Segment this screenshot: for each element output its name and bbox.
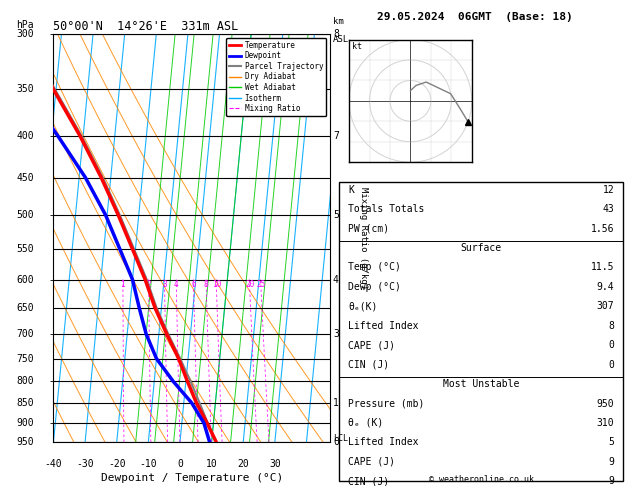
Text: © weatheronline.co.uk: © weatheronline.co.uk xyxy=(429,474,533,484)
Text: 3: 3 xyxy=(333,329,339,339)
Text: 9: 9 xyxy=(608,457,614,467)
Text: 310: 310 xyxy=(596,418,614,428)
Text: 450: 450 xyxy=(16,173,34,183)
Text: ASL: ASL xyxy=(333,35,349,44)
Text: 10: 10 xyxy=(212,279,221,289)
Text: 950: 950 xyxy=(596,399,614,409)
Text: -30: -30 xyxy=(76,459,94,469)
Text: 307: 307 xyxy=(596,301,614,312)
Text: 5: 5 xyxy=(333,210,339,220)
Text: CAPE (J): CAPE (J) xyxy=(348,457,395,467)
Text: 7: 7 xyxy=(333,131,339,141)
Text: Surface: Surface xyxy=(460,243,502,253)
Text: 50°00'N  14°26'E  331m ASL: 50°00'N 14°26'E 331m ASL xyxy=(53,20,239,33)
Text: km: km xyxy=(333,17,343,26)
Text: 8: 8 xyxy=(608,321,614,331)
Text: 350: 350 xyxy=(16,84,34,94)
Text: Mixing Ratio (g/kg): Mixing Ratio (g/kg) xyxy=(359,187,368,289)
Text: K: K xyxy=(348,185,354,195)
Text: Most Unstable: Most Unstable xyxy=(443,379,520,389)
Text: 550: 550 xyxy=(16,243,34,254)
Text: -20: -20 xyxy=(108,459,126,469)
Text: 500: 500 xyxy=(16,210,34,220)
Text: 0: 0 xyxy=(608,340,614,350)
Text: 600: 600 xyxy=(16,275,34,284)
Text: CIN (J): CIN (J) xyxy=(348,476,389,486)
Text: 29.05.2024  06GMT  (Base: 18): 29.05.2024 06GMT (Base: 18) xyxy=(377,12,573,22)
Text: 750: 750 xyxy=(16,353,34,364)
Text: 700: 700 xyxy=(16,329,34,339)
Text: CIN (J): CIN (J) xyxy=(348,360,389,370)
Text: Totals Totals: Totals Totals xyxy=(348,204,425,214)
Text: CAPE (J): CAPE (J) xyxy=(348,340,395,350)
Text: kt: kt xyxy=(352,42,362,51)
Text: Temp (°C): Temp (°C) xyxy=(348,262,401,273)
Text: 400: 400 xyxy=(16,131,34,141)
Text: 11.5: 11.5 xyxy=(591,262,614,273)
Text: 20: 20 xyxy=(237,459,249,469)
Text: -10: -10 xyxy=(140,459,157,469)
Text: 12: 12 xyxy=(603,185,614,195)
Text: 25: 25 xyxy=(256,279,265,289)
Text: 10: 10 xyxy=(206,459,218,469)
Text: 0: 0 xyxy=(333,437,339,447)
Text: 300: 300 xyxy=(16,29,34,39)
Text: 30: 30 xyxy=(269,459,281,469)
Legend: Temperature, Dewpoint, Parcel Trajectory, Dry Adiabat, Wet Adiabat, Isotherm, Mi: Temperature, Dewpoint, Parcel Trajectory… xyxy=(226,38,326,116)
Text: 6: 6 xyxy=(191,279,196,289)
Text: 0: 0 xyxy=(608,360,614,370)
Bar xyxy=(339,182,623,481)
Text: 8: 8 xyxy=(204,279,209,289)
Text: 850: 850 xyxy=(16,398,34,408)
Text: 1: 1 xyxy=(333,398,339,408)
Text: Lifted Index: Lifted Index xyxy=(348,437,419,448)
Text: 0: 0 xyxy=(177,459,183,469)
Text: Lifted Index: Lifted Index xyxy=(348,321,419,331)
Text: 2: 2 xyxy=(147,279,151,289)
Text: PW (cm): PW (cm) xyxy=(348,224,389,234)
Text: 1.56: 1.56 xyxy=(591,224,614,234)
Text: 9: 9 xyxy=(608,476,614,486)
Text: Dewp (°C): Dewp (°C) xyxy=(348,282,401,292)
Text: -40: -40 xyxy=(45,459,62,469)
Text: 8: 8 xyxy=(333,29,339,39)
Text: 5: 5 xyxy=(608,437,614,448)
Text: 900: 900 xyxy=(16,418,34,428)
Text: θₑ (K): θₑ (K) xyxy=(348,418,384,428)
Text: 43: 43 xyxy=(603,204,614,214)
Text: 4: 4 xyxy=(333,275,339,284)
Text: 1: 1 xyxy=(121,279,125,289)
Text: LCL: LCL xyxy=(333,434,348,443)
Text: θₑ(K): θₑ(K) xyxy=(348,301,377,312)
Text: Dewpoint / Temperature (°C): Dewpoint / Temperature (°C) xyxy=(101,473,283,483)
Text: 950: 950 xyxy=(16,437,34,447)
Text: 4: 4 xyxy=(174,279,179,289)
Text: 800: 800 xyxy=(16,376,34,386)
Text: 9.4: 9.4 xyxy=(596,282,614,292)
Text: 3: 3 xyxy=(162,279,167,289)
Text: 650: 650 xyxy=(16,303,34,313)
Text: hPa: hPa xyxy=(16,20,34,30)
Text: 20: 20 xyxy=(245,279,254,289)
Text: Pressure (mb): Pressure (mb) xyxy=(348,399,425,409)
